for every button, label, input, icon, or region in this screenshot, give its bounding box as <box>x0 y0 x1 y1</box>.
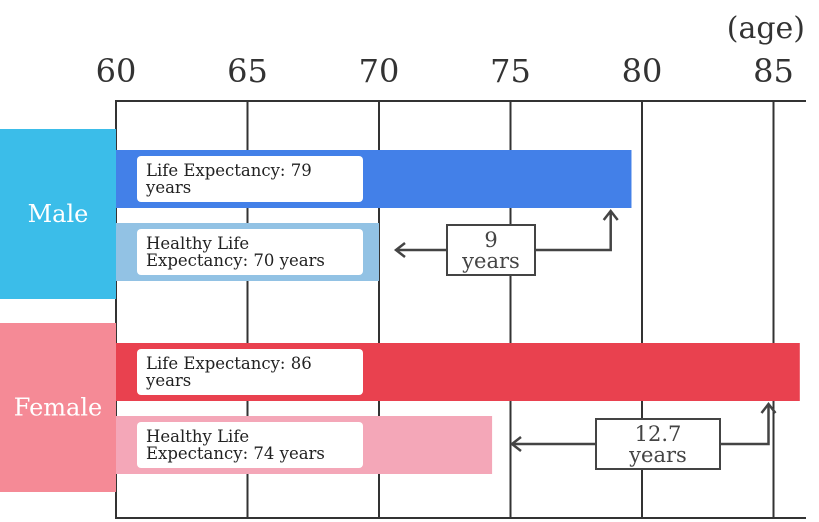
bar-label-male-healthy-life-expectancy-line2: Expectancy: 70 years <box>146 251 325 270</box>
bar-label-box-male-life-expectancy <box>137 156 363 202</box>
diff-arrowhead-up-female <box>760 401 777 414</box>
bar-label-male-life-expectancy-line1: Life Expectancy: 79 <box>146 161 312 180</box>
diff-arrowhead-up-male <box>602 208 619 221</box>
bar-label-male-healthy-life-expectancy-line1: Healthy Life <box>146 234 249 253</box>
tick-label-60: 60 <box>96 52 137 90</box>
group-labels: Male Female <box>0 129 116 492</box>
tick-label-65: 65 <box>227 52 268 90</box>
diff-label-female-line1: 12.7 <box>635 422 682 446</box>
tick-label-70: 70 <box>359 52 400 90</box>
group-label-female: Female <box>14 394 103 422</box>
group-block-male <box>0 129 116 299</box>
diff-label-female-line2: years <box>628 443 687 467</box>
bar-label-female-life-expectancy-line2: years <box>145 371 191 390</box>
bar-label-box-female-healthy-life-expectancy <box>137 422 363 468</box>
bar-label-female-healthy-life-expectancy-line2: Expectancy: 74 years <box>146 444 325 463</box>
unit-label: (age) <box>727 11 805 46</box>
bar-label-male-life-expectancy-line2: years <box>145 178 191 197</box>
diff-box-male <box>446 224 536 276</box>
group-label-male: Male <box>28 200 89 228</box>
bar-label-female-life-expectancy-line1: Life Expectancy: 86 <box>146 354 312 373</box>
diff-arrowhead-left-female <box>509 436 522 452</box>
bar-label-female-healthy-life-expectancy-line1: Healthy Life <box>146 427 249 446</box>
diff-arrowhead-left-male <box>393 242 406 258</box>
axis: 60 65 70 75 80 85 (age) <box>96 11 806 519</box>
diff-box-female <box>595 418 721 470</box>
bar-label-box-female-life-expectancy <box>137 349 363 395</box>
tick-label-85: 85 <box>753 52 794 90</box>
diff-label-male-line2: years <box>461 249 520 273</box>
tick-label-80: 80 <box>622 52 663 90</box>
group-block-female <box>0 323 116 492</box>
diff-label-male-line1: 9 <box>484 228 497 252</box>
diff-arrow-up-male <box>535 212 612 252</box>
tick-label-75: 75 <box>490 52 531 90</box>
bar-label-box-male-healthy-life-expectancy <box>137 229 363 275</box>
diff-arrow-up-female <box>720 405 770 446</box>
